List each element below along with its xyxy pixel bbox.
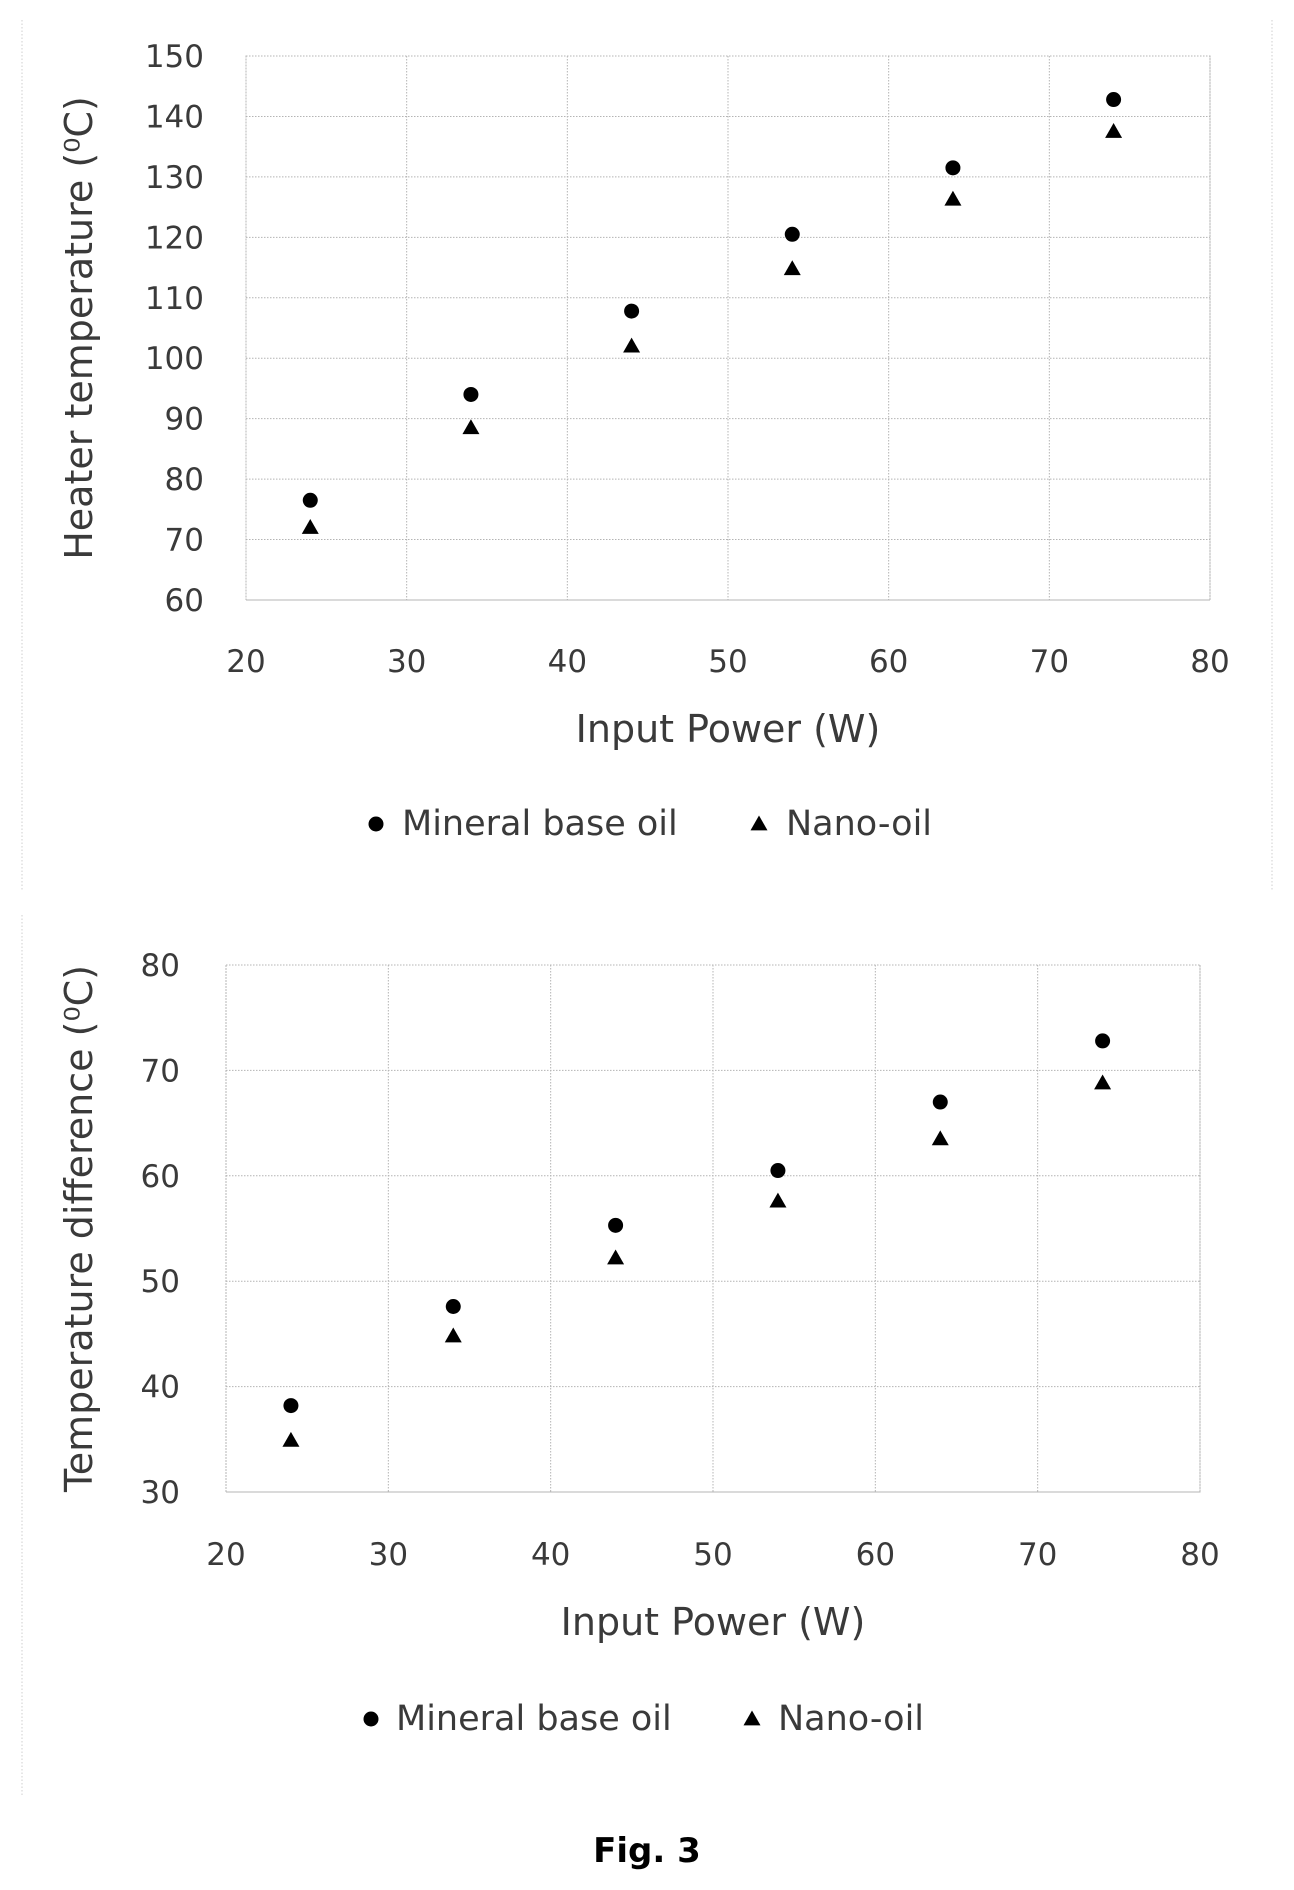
y-tick-label: 100 — [145, 341, 204, 377]
series-nano-oil — [282, 1074, 1112, 1447]
chart-heater-temperature: 20 30 40 50 60 70 80 60 70 80 90 100 110 120 130 140 150… — [57, 39, 1230, 844]
legend: Mineral base oil Nano-oil — [363, 1699, 924, 1739]
y-axis-title: Heater temperature (⁰C) — [57, 96, 101, 560]
x-tick-label: 40 — [548, 644, 587, 680]
x-tick-label: 70 — [1018, 1537, 1057, 1573]
y-tick-label: 80 — [141, 948, 180, 984]
y-tick-label: 50 — [141, 1264, 180, 1300]
data-point — [608, 1217, 624, 1233]
legend-marker-circle — [363, 1711, 379, 1727]
data-point — [784, 226, 800, 242]
data-point — [463, 386, 479, 402]
data-point — [1106, 92, 1122, 108]
y-tick-label: 110 — [145, 281, 204, 317]
x-tick-label: 60 — [856, 1537, 895, 1573]
data-point — [770, 1163, 786, 1179]
data-point — [282, 1431, 300, 1447]
legend-label: Nano-oil — [786, 804, 932, 844]
data-point — [1105, 123, 1123, 138]
x-tick-label: 40 — [531, 1537, 570, 1573]
x-tick-label: 50 — [693, 1537, 732, 1573]
data-point — [623, 337, 641, 353]
y-tick-label: 90 — [165, 402, 204, 438]
data-point — [944, 190, 962, 206]
x-tick-label: 50 — [708, 644, 747, 680]
y-tick-label: 80 — [165, 462, 204, 498]
y-tick-label: 70 — [165, 523, 204, 559]
legend-label: Mineral base oil — [396, 1699, 672, 1739]
x-axis-title: Input Power (W) — [576, 707, 881, 751]
data-point — [462, 419, 480, 435]
data-point — [1095, 1033, 1111, 1049]
series-mineral-base-oil — [302, 92, 1122, 508]
y-tick-label: 60 — [141, 1159, 180, 1195]
x-tick-label: 60 — [869, 644, 908, 680]
gridlines — [245, 55, 1211, 601]
x-tick-label: 80 — [1180, 1537, 1219, 1573]
data-point — [1094, 1074, 1112, 1090]
data-point — [931, 1130, 949, 1146]
data-point — [444, 1327, 462, 1343]
gridlines — [225, 964, 1201, 1493]
data-point — [607, 1249, 625, 1265]
legend-label: Mineral base oil — [402, 804, 678, 844]
plot-area — [245, 55, 1211, 601]
chart-temperature-difference: 20 30 40 50 60 70 80 30 40 50 60 70 80 Input Power (W… — [57, 948, 1220, 1739]
y-axis-title: Temperature difference (⁰C) — [57, 965, 101, 1493]
y-tick-label: 70 — [141, 1053, 180, 1089]
x-tick-label: 30 — [369, 1537, 408, 1573]
data-point — [283, 1398, 299, 1414]
legend-marker-triangle — [743, 1710, 761, 1726]
data-point — [769, 1192, 787, 1208]
data-point — [302, 492, 318, 508]
data-point — [783, 260, 801, 276]
data-point — [624, 303, 640, 319]
data-point — [932, 1094, 948, 1110]
legend-marker-circle — [368, 816, 384, 832]
y-tick-label: 130 — [145, 160, 204, 196]
data-point — [945, 160, 961, 176]
series-nano-oil — [301, 123, 1123, 534]
x-axis-title: Input Power (W) — [561, 1600, 866, 1644]
legend: Mineral base oil Nano-oil — [368, 804, 932, 844]
data-point — [445, 1298, 461, 1314]
y-tick-label: 30 — [141, 1475, 180, 1511]
legend-marker-triangle — [750, 815, 768, 831]
y-tick-label: 150 — [145, 39, 204, 75]
x-tick-label: 80 — [1190, 644, 1229, 680]
series-mineral-base-oil — [283, 1033, 1111, 1414]
data-point — [301, 518, 319, 534]
x-tick-label: 20 — [226, 644, 265, 680]
y-tick-label: 40 — [141, 1370, 180, 1406]
legend-label: Nano-oil — [778, 1699, 924, 1739]
x-tick-label: 30 — [387, 644, 426, 680]
plot-area — [225, 964, 1201, 1493]
y-tick-label: 140 — [145, 99, 204, 135]
figure-caption: Fig. 3 — [593, 1831, 701, 1871]
x-tick-label: 20 — [206, 1537, 245, 1573]
y-tick-label: 60 — [165, 583, 204, 619]
y-tick-label: 120 — [145, 220, 204, 256]
x-tick-label: 70 — [1030, 644, 1069, 680]
